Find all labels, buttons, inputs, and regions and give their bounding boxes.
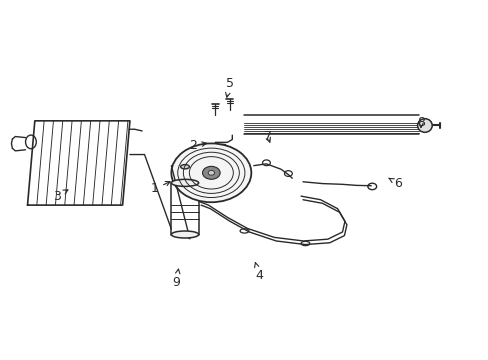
Text: 9: 9 [172,269,180,289]
Text: 4: 4 [254,262,263,282]
Text: 5: 5 [225,77,233,97]
Circle shape [202,166,220,179]
Ellipse shape [417,119,431,132]
Text: 6: 6 [388,177,401,190]
Text: 1: 1 [150,181,170,195]
Text: 7: 7 [264,130,271,144]
Circle shape [171,143,251,202]
Ellipse shape [171,231,198,238]
Text: 2: 2 [189,139,206,152]
Text: 8: 8 [416,116,424,129]
Ellipse shape [180,165,189,169]
Text: 3: 3 [53,190,68,203]
Ellipse shape [171,179,198,186]
Circle shape [208,171,214,175]
